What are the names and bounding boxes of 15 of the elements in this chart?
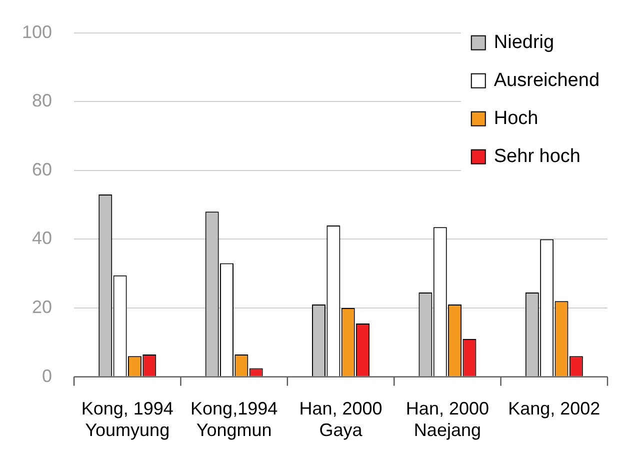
y-tick-label: 60 xyxy=(32,159,52,180)
legend-label: Hoch xyxy=(494,108,538,130)
y-tick-label: 20 xyxy=(32,296,52,317)
y-tick-label: 40 xyxy=(32,228,52,248)
legend-label: Niedrig xyxy=(494,32,554,54)
legend-label: Ausreichend xyxy=(494,70,600,92)
x-tick-label: Kang, 2002 xyxy=(508,398,600,419)
y-tick-label: 0 xyxy=(42,366,52,386)
y-tick-label: 80 xyxy=(32,90,52,111)
x-tick-label: Kong, 1994 Youmyung xyxy=(81,398,174,440)
y-tick-label: 100 xyxy=(22,22,52,42)
x-tick-label: Han, 2000 Naejang xyxy=(406,398,490,440)
legend-label: Sehr hoch xyxy=(494,146,581,168)
x-tick-label: Han, 2000 Gaya xyxy=(299,398,382,440)
x-tick-label: Kong,1994 Yongmun xyxy=(190,398,278,440)
